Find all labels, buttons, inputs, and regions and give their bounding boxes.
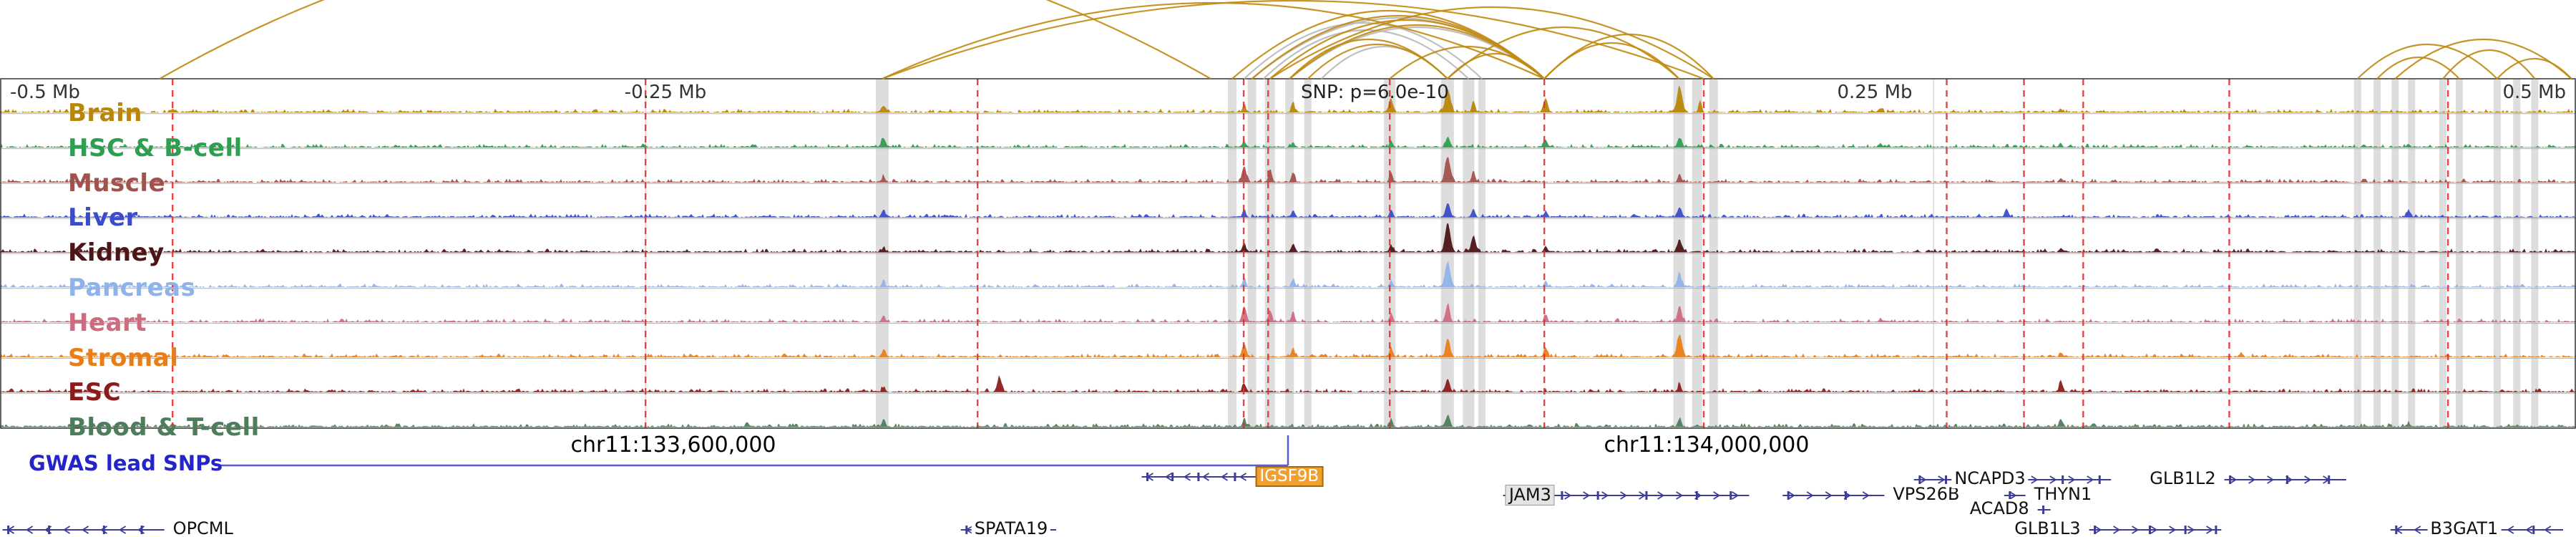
gene-label-glb1l3: GLB1L3 bbox=[2011, 519, 2084, 537]
gene-label-glb1l2: GLB1L2 bbox=[2147, 469, 2219, 488]
scale-label-far-left: -0.5 Mb bbox=[10, 82, 80, 103]
gene-label-vps26b: VPS26B bbox=[1890, 485, 1963, 504]
gene-label-igsf9b: IGSF9B bbox=[1255, 466, 1324, 487]
gene-label-spata19: SPATA19 bbox=[971, 519, 1051, 537]
gene-label-jam3: JAM3 bbox=[1505, 485, 1555, 505]
gene-label-thyn1: THYN1 bbox=[2031, 485, 2095, 504]
track-label-liver: Liver bbox=[68, 203, 138, 233]
gene-label-ncapd3: NCAPD3 bbox=[1951, 469, 2029, 488]
gene-label-opcml: OPCML bbox=[170, 519, 236, 537]
track-label-hsc-b-cell: HSC & B-cell bbox=[68, 133, 243, 163]
gene-label-acad8: ACAD8 bbox=[1966, 499, 2032, 518]
track-label-brain: Brain bbox=[68, 99, 142, 127]
track-label-blood-t-cell: Blood & T-cell bbox=[68, 413, 260, 442]
gwas-lead-snps-label: GWAS lead SNPs bbox=[29, 451, 223, 475]
scale-label-right: 0.25 Mb bbox=[1837, 82, 1913, 103]
coordinate-label-right: chr11:134,000,000 bbox=[1604, 432, 1810, 458]
gene-label-b3gat1: B3GAT1 bbox=[2427, 519, 2502, 537]
track-label-heart: Heart bbox=[68, 308, 147, 337]
track-label-muscle: Muscle bbox=[68, 168, 166, 198]
track-label-pancreas: Pancreas bbox=[68, 274, 196, 302]
track-label-kidney: Kidney bbox=[68, 238, 165, 268]
scale-label-left: -0.25 Mb bbox=[624, 82, 707, 103]
scale-label-far-right: 0.5 Mb bbox=[2502, 82, 2566, 103]
track-label-stromal: Stromal bbox=[68, 343, 179, 372]
track-label-esc: ESC bbox=[68, 378, 122, 407]
coordinate-label-left: chr11:133,600,000 bbox=[570, 432, 776, 458]
snp-pvalue-label: SNP: p=6.0e-10 bbox=[1301, 82, 1449, 103]
